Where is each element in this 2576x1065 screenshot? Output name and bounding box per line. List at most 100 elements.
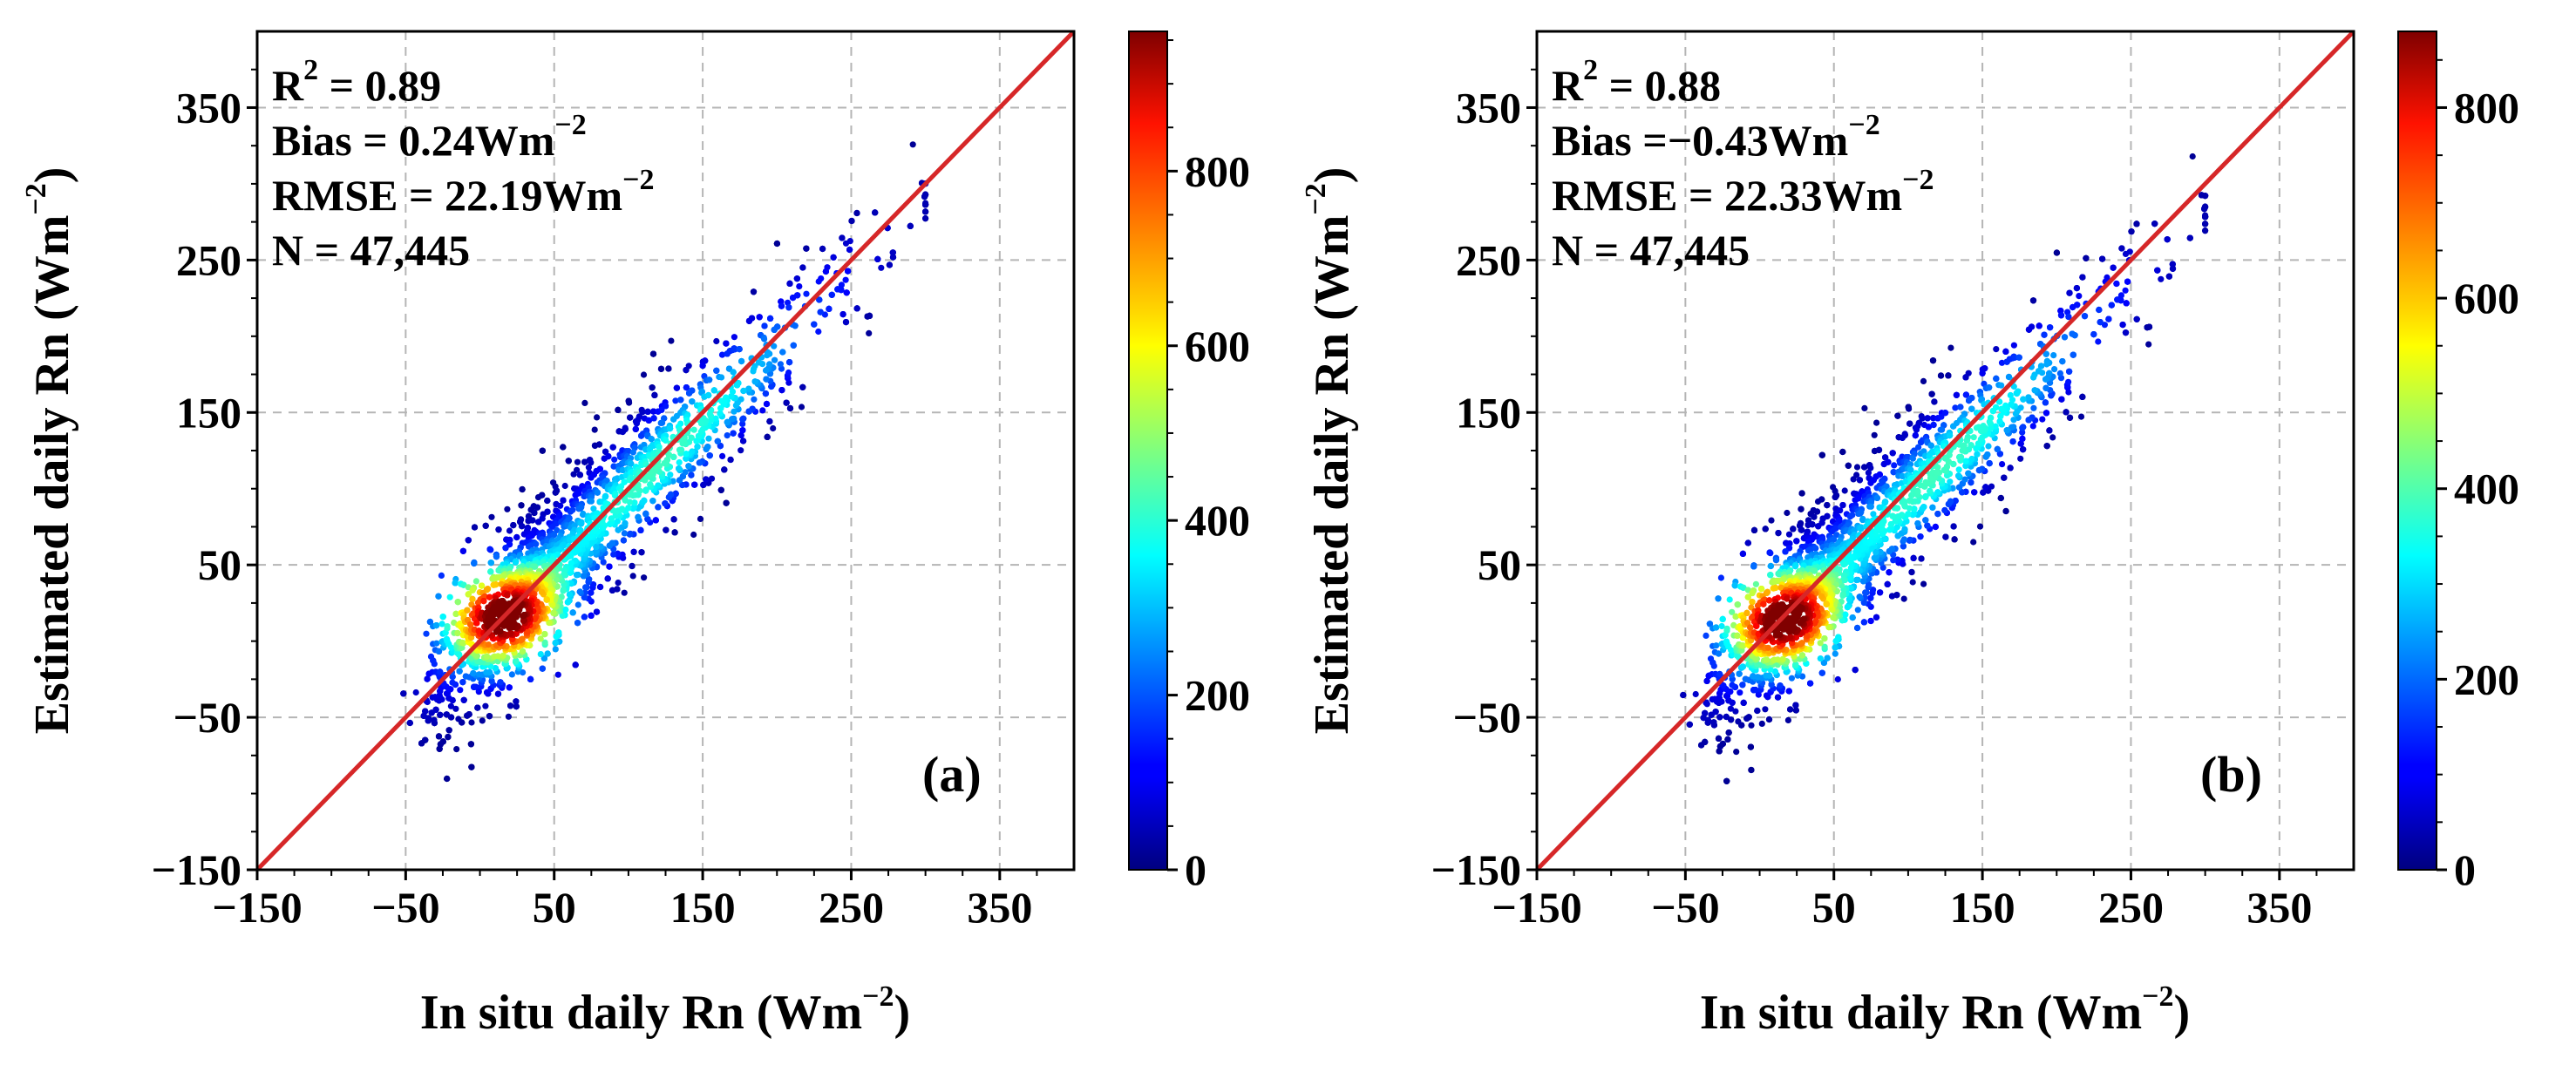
density-point bbox=[576, 588, 583, 595]
density-point bbox=[764, 352, 771, 359]
density-point bbox=[619, 466, 627, 474]
density-point bbox=[739, 427, 746, 434]
density-point bbox=[578, 520, 585, 527]
density-point bbox=[750, 368, 757, 375]
density-point bbox=[560, 497, 567, 504]
density-point bbox=[642, 486, 649, 493]
density-point bbox=[532, 563, 539, 570]
density-point bbox=[448, 644, 455, 651]
density-point bbox=[683, 384, 690, 391]
density-point bbox=[588, 498, 595, 505]
density-point bbox=[874, 255, 881, 262]
density-point bbox=[626, 492, 634, 499]
density-point bbox=[733, 381, 740, 389]
density-point bbox=[665, 451, 673, 458]
density-point bbox=[615, 406, 622, 413]
density-point bbox=[507, 702, 514, 709]
density-point bbox=[839, 234, 846, 241]
density-point bbox=[673, 384, 681, 391]
density-point bbox=[713, 367, 720, 374]
density-point bbox=[803, 290, 810, 297]
density-point bbox=[611, 492, 619, 499]
density-point bbox=[694, 443, 701, 451]
density-point bbox=[470, 670, 477, 677]
density-point bbox=[771, 356, 778, 363]
density-point bbox=[845, 268, 852, 275]
density-point bbox=[724, 418, 731, 425]
density-point bbox=[783, 399, 790, 406]
density-point bbox=[611, 456, 618, 463]
density-point bbox=[465, 537, 472, 544]
density-point bbox=[655, 482, 662, 489]
density-point bbox=[751, 396, 758, 403]
density-point bbox=[492, 665, 499, 672]
density-point bbox=[457, 687, 464, 694]
density-point bbox=[593, 543, 600, 551]
density-point bbox=[645, 417, 652, 424]
density-point bbox=[793, 275, 801, 282]
density-point bbox=[459, 679, 466, 686]
density-point bbox=[400, 690, 407, 697]
density-point bbox=[785, 304, 792, 311]
density-point bbox=[527, 675, 534, 683]
density-point bbox=[432, 706, 439, 713]
density-point bbox=[552, 489, 559, 496]
density-point bbox=[430, 657, 437, 664]
density-point bbox=[719, 452, 726, 460]
density-point bbox=[710, 387, 717, 394]
density-point bbox=[479, 717, 486, 724]
density-point bbox=[828, 291, 835, 298]
density-point bbox=[552, 640, 559, 647]
density-point bbox=[550, 609, 557, 616]
density-point bbox=[452, 580, 459, 587]
density-point bbox=[472, 683, 479, 690]
density-point bbox=[541, 631, 548, 638]
density-point bbox=[439, 614, 446, 621]
density-point bbox=[803, 245, 810, 252]
density-point bbox=[794, 292, 801, 299]
density-point bbox=[448, 714, 455, 721]
density-point bbox=[552, 646, 559, 653]
density-point bbox=[651, 391, 658, 398]
density-point bbox=[766, 417, 773, 425]
density-point bbox=[460, 640, 467, 647]
density-point bbox=[693, 438, 700, 444]
density-point bbox=[730, 430, 737, 437]
density-point bbox=[683, 367, 690, 374]
density-point bbox=[763, 400, 771, 408]
density-point bbox=[452, 610, 459, 618]
density-point bbox=[718, 374, 725, 381]
density-point bbox=[513, 657, 520, 664]
density-point bbox=[488, 513, 495, 520]
density-point bbox=[658, 406, 665, 413]
density-point bbox=[444, 623, 451, 630]
density-point bbox=[756, 359, 763, 366]
density-point bbox=[751, 378, 758, 385]
density-point bbox=[506, 527, 513, 534]
density-point bbox=[610, 551, 617, 558]
density-point bbox=[493, 553, 500, 560]
density-point bbox=[550, 532, 558, 539]
density-point bbox=[649, 498, 656, 505]
density-point bbox=[581, 594, 588, 601]
density-point bbox=[717, 404, 724, 411]
density-point bbox=[714, 438, 721, 444]
density-point bbox=[479, 582, 486, 589]
density-point bbox=[864, 313, 871, 320]
density-point bbox=[717, 443, 724, 450]
density-point bbox=[685, 463, 692, 470]
density-point bbox=[577, 505, 584, 512]
density-point bbox=[779, 349, 786, 356]
density-point bbox=[846, 238, 853, 245]
density-point bbox=[569, 506, 576, 513]
density-point bbox=[602, 448, 609, 455]
density-point bbox=[459, 547, 467, 554]
density-point bbox=[642, 510, 649, 518]
density-point bbox=[577, 527, 584, 534]
density-point bbox=[437, 711, 444, 718]
density-point bbox=[513, 703, 520, 710]
density-point bbox=[582, 584, 589, 591]
density-point bbox=[506, 536, 513, 544]
density-point bbox=[671, 529, 678, 536]
